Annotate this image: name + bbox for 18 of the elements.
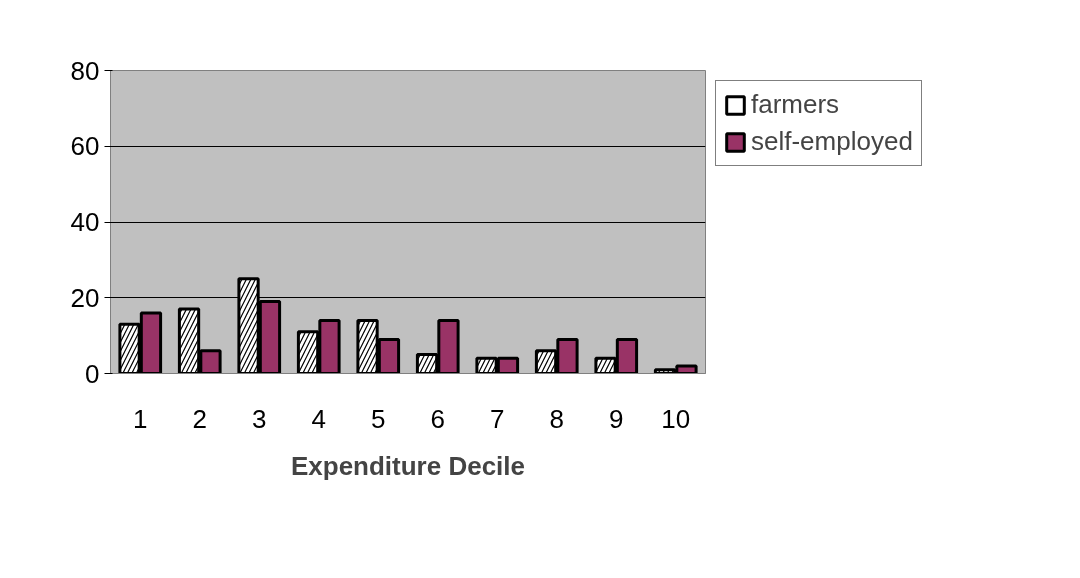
x-axis-title: Expenditure Decile bbox=[290, 450, 526, 481]
x-tick-label: 4 bbox=[311, 403, 326, 434]
y-tick-label: 60 bbox=[70, 131, 100, 162]
x-tick-label: 9 bbox=[609, 403, 624, 434]
legend-label: farmers bbox=[751, 89, 840, 120]
x-tick-label: 3 bbox=[252, 403, 267, 434]
y-tick-label: 40 bbox=[70, 207, 100, 237]
legend-label: self-employed bbox=[751, 126, 913, 157]
x-tick-label: 2 bbox=[192, 403, 207, 434]
y-tick-label: 80 bbox=[70, 55, 100, 86]
y-tick-label: 0 bbox=[85, 358, 100, 389]
x-tick-label: 7 bbox=[490, 403, 505, 434]
x-tick-label: 5 bbox=[371, 403, 386, 434]
x-tick-label: 6 bbox=[430, 403, 445, 434]
x-tick-label: 10 bbox=[661, 403, 691, 434]
x-tick-label: 1 bbox=[133, 403, 148, 434]
y-tick-label: 20 bbox=[70, 282, 100, 313]
x-tick-label: 8 bbox=[549, 403, 564, 434]
